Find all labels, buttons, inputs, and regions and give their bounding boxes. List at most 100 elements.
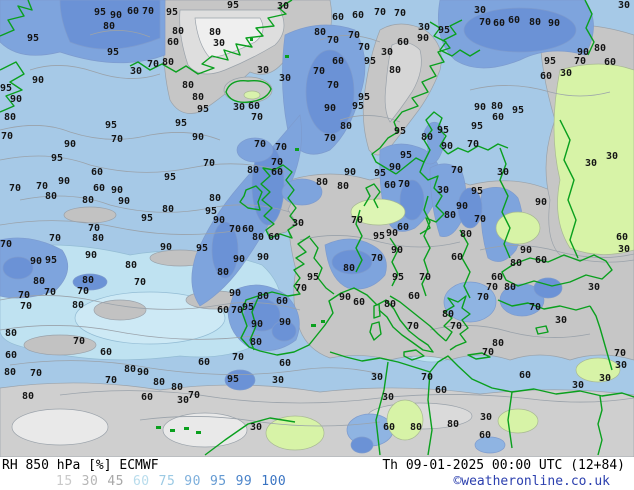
contour-value-label: 60 — [331, 56, 345, 67]
contour-value-label: 60 — [603, 57, 617, 68]
contour-value-label: 60 — [90, 167, 104, 178]
contour-value-label: 80 — [256, 291, 270, 302]
contour-value-label: 60 — [407, 291, 421, 302]
contour-value-label: 60 — [4, 350, 18, 361]
contour-value-label: 70 — [466, 139, 480, 150]
contour-value-label: 80 — [123, 364, 137, 375]
contour-value-label: 80 — [509, 258, 523, 269]
contour-value-label: 70 — [370, 253, 384, 264]
legend-value-15: 15 — [56, 474, 73, 489]
contour-value-label: 95 — [204, 206, 218, 217]
contour-value-label: 60 — [275, 296, 289, 307]
contour-value-label: 30 — [417, 22, 431, 33]
contour-value-label: 90 — [29, 256, 43, 267]
contour-value-label: 70 — [29, 368, 43, 379]
contour-value-label: 95 — [391, 272, 405, 283]
contour-value-label: 60 — [126, 6, 140, 17]
contour-value-label: 80 — [503, 282, 517, 293]
contour-value-label: 80 — [490, 101, 504, 112]
contour-value-label: 80 — [161, 204, 175, 215]
contour-value-label: 70 — [357, 42, 371, 53]
contour-value-label: 60 — [491, 112, 505, 123]
contour-value-label: 95 — [351, 101, 365, 112]
contour-value-label: 80 — [459, 229, 473, 240]
contour-value-label: 70 — [528, 302, 542, 313]
contour-value-label: 30 — [256, 65, 270, 76]
islands-layer — [156, 38, 325, 434]
contour-value-label: 80 — [339, 121, 353, 132]
contour-value-label: 90 — [212, 215, 226, 226]
contour-value-label: 90 — [343, 167, 357, 178]
contour-value-label: 30 — [176, 395, 190, 406]
map-art — [0, 0, 634, 457]
weather-map: 95 90 60 70 95 95 30 60 60 70 70 30 70 60 60 80 90 30 80 95… — [0, 0, 634, 457]
contour-value-label: 70 — [476, 292, 490, 303]
contour-value-label: 80 — [409, 422, 423, 433]
contour-value-label: 60 — [278, 358, 292, 369]
contour-value-label: 30 — [436, 185, 450, 196]
contour-value-label: 60 — [241, 224, 255, 235]
contour-value-label: 70 — [146, 59, 160, 70]
contour-value-label: 80 — [3, 112, 17, 123]
contour-value-label: 90 — [473, 102, 487, 113]
contour-value-label: 70 — [0, 131, 14, 142]
legend: 15 30 45 60 75 90 95 99 100 — [56, 474, 286, 489]
contour-lines-layer — [0, 30, 634, 427]
contour-value-label: 60 — [197, 357, 211, 368]
contour-value-label: 30 — [571, 380, 585, 391]
contour-value-label: 90 — [159, 242, 173, 253]
contour-value-label: 80 — [3, 367, 17, 378]
contour-value-label: 95 — [174, 118, 188, 129]
contour-value-label: 95 — [363, 56, 377, 67]
copyright-link[interactable]: ©weatheronline.co.uk — [453, 474, 610, 489]
contour-value-label: 95 — [241, 302, 255, 313]
legend-value-99: 99 — [235, 474, 253, 489]
contour-value-label: 60 — [166, 37, 180, 48]
contour-value-label: 60 — [396, 222, 410, 233]
contour-value-label: 80 — [32, 276, 46, 287]
contour-value-label: 30 — [614, 360, 628, 371]
contour-value-label: 90 — [416, 33, 430, 44]
contour-value-label: 95 — [437, 25, 451, 36]
contour-value-label: 80 — [251, 232, 265, 243]
contour-value-label: 60 — [351, 10, 365, 21]
contour-value-label: 60 — [450, 252, 464, 263]
legend-value-90: 90 — [184, 474, 201, 489]
contour-value-label: 60 — [92, 183, 106, 194]
contour-value-label: 70 — [350, 215, 364, 226]
contour-value-label: 70 — [397, 179, 411, 190]
legend-value-95: 95 — [209, 474, 227, 489]
contour-value-label: 30 — [473, 5, 487, 16]
contour-value-label: 60 — [478, 430, 492, 441]
contour-value-label: 95 — [195, 243, 209, 254]
contour-value-label: 30 — [617, 244, 631, 255]
contour-value-label: 60 — [539, 71, 553, 82]
contour-value-label: 90 — [250, 319, 264, 330]
contour-value-label: 95 — [106, 47, 120, 58]
contour-value-label: 60 — [331, 12, 345, 23]
contour-value-label: 95 — [357, 92, 371, 103]
contour-value-label: 90 — [63, 139, 77, 150]
contour-value-label: 80 — [71, 300, 85, 311]
contour-value-label: 95 — [163, 172, 177, 183]
contour-value-label: 60 — [518, 370, 532, 381]
contour-value-label: 60 — [382, 422, 396, 433]
contour-value-label: 70 — [253, 139, 267, 150]
contour-value-label: 95 — [470, 121, 484, 132]
product-label: RH 850 hPa [%] ECMWF — [2, 458, 159, 473]
contour-value-label: 70 — [48, 233, 62, 244]
contour-value-label: 80 — [441, 309, 455, 320]
contour-value-label: 70 — [406, 321, 420, 332]
contour-value-label: 90 — [440, 141, 454, 152]
contour-value-label: 80 — [124, 260, 138, 271]
contour-value-label: 95 — [26, 33, 40, 44]
contour-value-label: 70 — [133, 277, 147, 288]
contour-value-label: 60 — [383, 180, 397, 191]
contour-value-label: 60 — [615, 232, 629, 243]
contour-value-label: 70 — [270, 157, 284, 168]
contour-value-label: 80 — [208, 193, 222, 204]
contour-value-label: 30 — [598, 373, 612, 384]
contour-value-label: 70 — [449, 321, 463, 332]
contour-value-label: 70 — [312, 66, 326, 77]
contour-value-label: 70 — [613, 348, 627, 359]
